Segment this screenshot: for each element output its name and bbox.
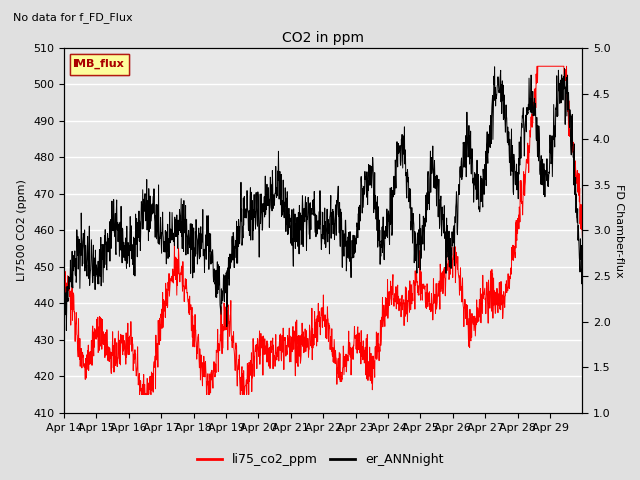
er_ANNnight — [60, 336, 68, 342]
er_ANNnight — [491, 64, 499, 70]
Title: CO2 in ppm: CO2 in ppm — [282, 32, 364, 46]
li75_co2_ppm — [60, 277, 68, 283]
er_ANNnight — [572, 210, 580, 216]
li75_co2_ppm — [522, 180, 529, 185]
Text: No data for f_FD_Flux: No data for f_FD_Flux — [13, 12, 132, 23]
er_ANNnight — [309, 204, 317, 210]
li75_co2_ppm — [141, 392, 149, 397]
li75_co2_ppm — [136, 392, 143, 397]
Line: li75_co2_ppm: li75_co2_ppm — [64, 66, 582, 395]
li75_co2_ppm — [310, 341, 317, 347]
li75_co2_ppm — [533, 63, 541, 69]
li75_co2_ppm — [300, 350, 308, 356]
li75_co2_ppm — [573, 176, 580, 181]
er_ANNnight — [300, 228, 307, 234]
Legend: MB_flux: MB_flux — [70, 54, 129, 75]
er_ANNnight — [522, 118, 529, 124]
Line: er_ANNnight: er_ANNnight — [64, 67, 582, 339]
Y-axis label: LI7500 CO2 (ppm): LI7500 CO2 (ppm) — [17, 180, 28, 281]
er_ANNnight — [579, 266, 586, 272]
Y-axis label: FD Chamber-flux: FD Chamber-flux — [614, 183, 625, 277]
er_ANNnight — [141, 191, 149, 196]
Legend: li75_co2_ppm, er_ANNnight: li75_co2_ppm, er_ANNnight — [191, 448, 449, 471]
li75_co2_ppm — [445, 274, 453, 279]
er_ANNnight — [445, 228, 453, 234]
li75_co2_ppm — [579, 234, 586, 240]
